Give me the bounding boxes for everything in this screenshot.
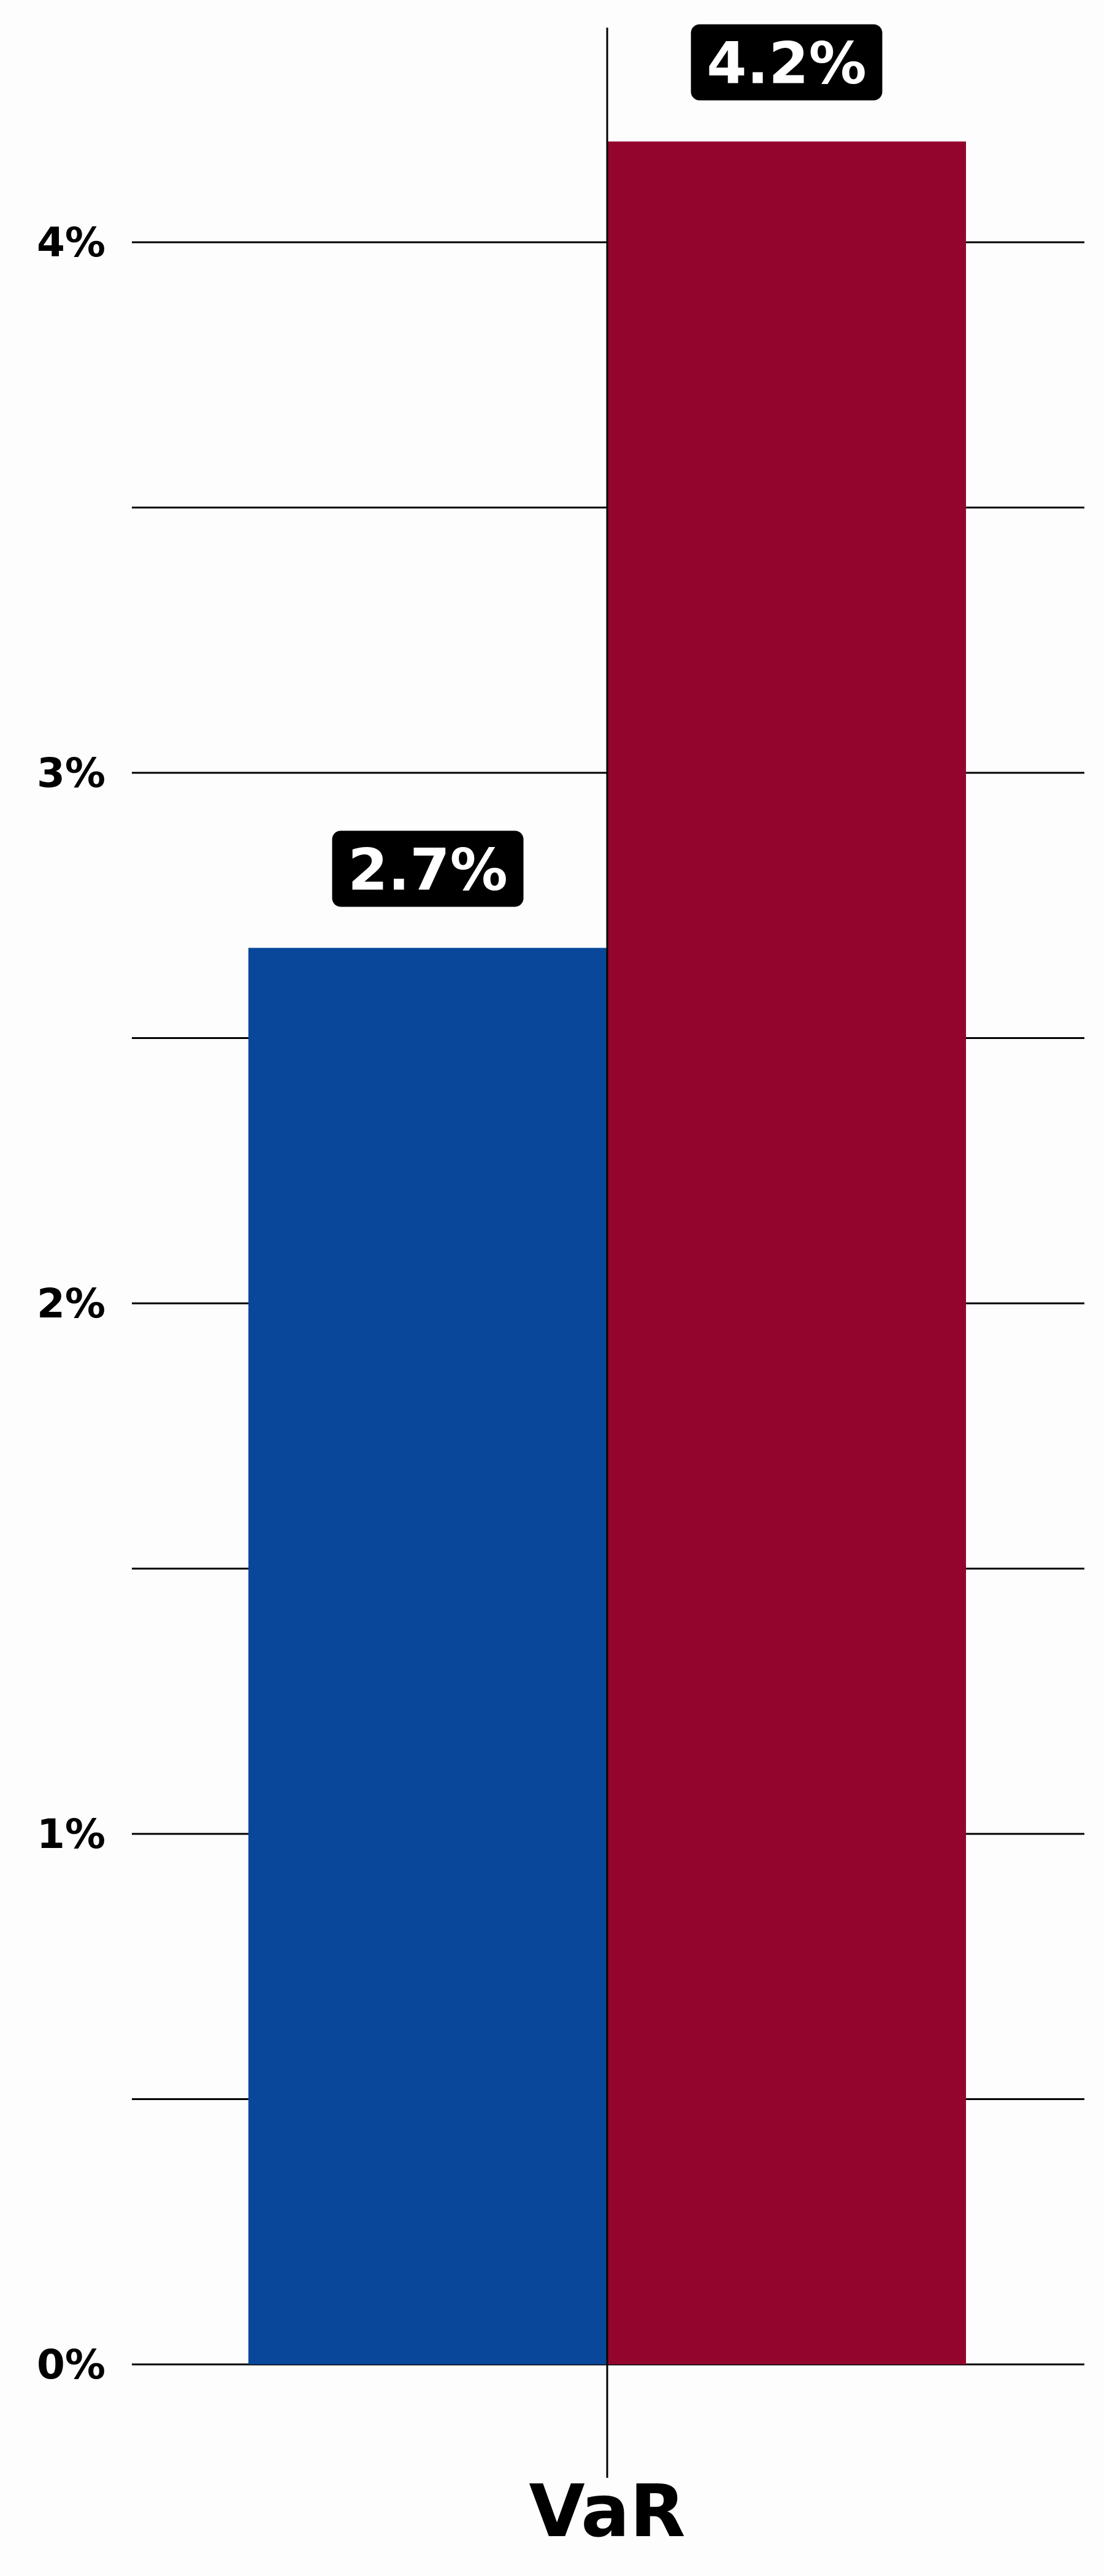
data-label-box	[332, 830, 524, 907]
y-tick-label: 1%	[37, 1811, 105, 1858]
y-tick-label: 3%	[37, 749, 105, 797]
data-label: 4.2%	[707, 31, 867, 98]
y-tick-label: 0%	[37, 2341, 105, 2388]
data-label-box	[691, 24, 883, 101]
y-tick-label: 4%	[37, 219, 105, 266]
bar-series-2	[607, 141, 966, 2365]
bars	[248, 141, 966, 2365]
data-label: 2.7%	[348, 837, 508, 903]
y-axis: 0% 1% 2% 3% 4%	[37, 219, 105, 2388]
data-labels: 2.7% 4.2%	[332, 24, 883, 907]
x-category-label: VaR	[529, 2469, 685, 2553]
bar-series-1	[248, 948, 607, 2364]
y-tick-label: 2%	[37, 1280, 105, 1327]
